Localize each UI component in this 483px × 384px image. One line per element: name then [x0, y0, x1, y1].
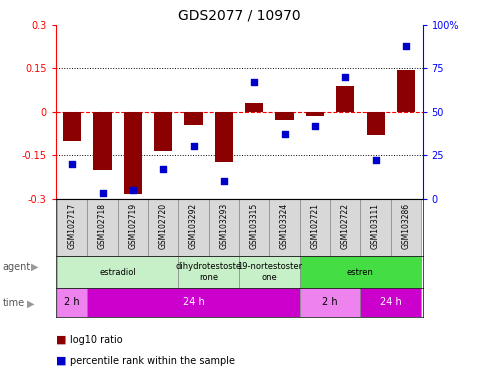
Bar	[209, 199, 239, 257]
Point	[190, 143, 198, 149]
Bar	[336, 86, 355, 112]
Text: GSM102722: GSM102722	[341, 203, 350, 249]
Text: ▶: ▶	[27, 298, 34, 308]
Text: GSM103111: GSM103111	[371, 203, 380, 249]
Point	[372, 157, 380, 164]
Point	[99, 190, 106, 197]
Text: estradiol: estradiol	[99, 268, 136, 276]
Bar	[148, 199, 178, 257]
Point	[129, 187, 137, 193]
Text: GSM102721: GSM102721	[311, 203, 319, 249]
Text: GSM103286: GSM103286	[401, 203, 411, 249]
Text: ■: ■	[56, 335, 66, 345]
Point	[311, 122, 319, 129]
Text: GSM103292: GSM103292	[189, 203, 198, 249]
Bar	[270, 199, 300, 257]
Text: GSM103324: GSM103324	[280, 203, 289, 250]
Bar	[391, 199, 421, 257]
Text: 24 h: 24 h	[380, 297, 402, 307]
Text: GSM103293: GSM103293	[219, 203, 228, 250]
Bar	[275, 112, 294, 121]
Bar	[360, 288, 421, 317]
Point	[281, 131, 288, 137]
Text: log10 ratio: log10 ratio	[70, 335, 123, 345]
Text: 2 h: 2 h	[322, 297, 338, 307]
Text: GSM102720: GSM102720	[159, 203, 168, 249]
Point	[250, 79, 258, 85]
Text: 24 h: 24 h	[183, 297, 204, 307]
Bar	[94, 112, 112, 170]
Bar	[300, 288, 360, 317]
Bar	[360, 199, 391, 257]
Point	[159, 166, 167, 172]
Bar	[124, 112, 142, 194]
Bar	[87, 199, 118, 257]
Bar	[178, 257, 239, 288]
Bar	[245, 103, 263, 112]
Text: ■: ■	[56, 356, 66, 366]
Text: GSM102717: GSM102717	[68, 203, 77, 249]
Text: percentile rank within the sample: percentile rank within the sample	[70, 356, 235, 366]
Point	[341, 74, 349, 80]
Bar	[63, 112, 81, 141]
Bar	[57, 257, 178, 288]
Point	[402, 43, 410, 49]
Bar	[87, 288, 300, 317]
Text: 19-nortestoster
one: 19-nortestoster one	[237, 262, 302, 282]
Bar	[239, 199, 270, 257]
Bar	[178, 199, 209, 257]
Text: dihydrotestoste
rone: dihydrotestoste rone	[176, 262, 242, 282]
Bar	[185, 112, 203, 125]
Bar	[57, 199, 87, 257]
Text: 2 h: 2 h	[64, 297, 80, 307]
Text: GSM103315: GSM103315	[250, 203, 259, 250]
Text: ▶: ▶	[31, 262, 39, 272]
Text: GSM102718: GSM102718	[98, 203, 107, 249]
Bar	[300, 257, 421, 288]
Text: agent: agent	[2, 262, 30, 272]
Bar	[154, 112, 172, 151]
Bar	[330, 199, 360, 257]
Bar	[300, 199, 330, 257]
Text: GSM102719: GSM102719	[128, 203, 137, 249]
Bar	[57, 288, 87, 317]
Bar	[367, 112, 384, 135]
Bar	[239, 257, 300, 288]
Point	[69, 161, 76, 167]
Bar	[306, 112, 324, 116]
Title: GDS2077 / 10970: GDS2077 / 10970	[178, 8, 300, 22]
Bar	[215, 112, 233, 162]
Text: estren: estren	[347, 268, 374, 276]
Text: time: time	[2, 298, 25, 308]
Bar	[118, 199, 148, 257]
Point	[220, 178, 228, 184]
Bar	[397, 70, 415, 112]
